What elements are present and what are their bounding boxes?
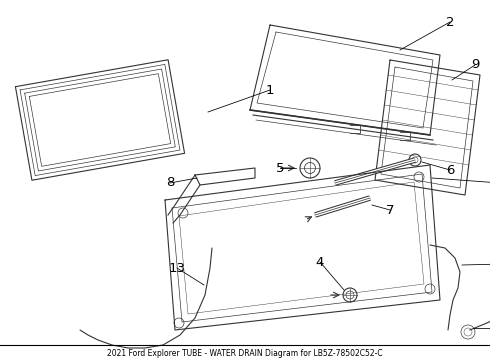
- Text: 9: 9: [471, 58, 479, 72]
- Text: 5: 5: [276, 162, 284, 175]
- Text: 7: 7: [386, 203, 394, 216]
- Text: 4: 4: [316, 256, 324, 269]
- Text: 6: 6: [446, 163, 454, 176]
- Text: 1: 1: [266, 84, 274, 96]
- Text: 2021 Ford Explorer TUBE - WATER DRAIN Diagram for LB5Z-78502C52-C: 2021 Ford Explorer TUBE - WATER DRAIN Di…: [107, 350, 383, 359]
- Text: 2: 2: [446, 15, 454, 28]
- Text: 8: 8: [166, 176, 174, 189]
- Text: 13: 13: [169, 261, 186, 274]
